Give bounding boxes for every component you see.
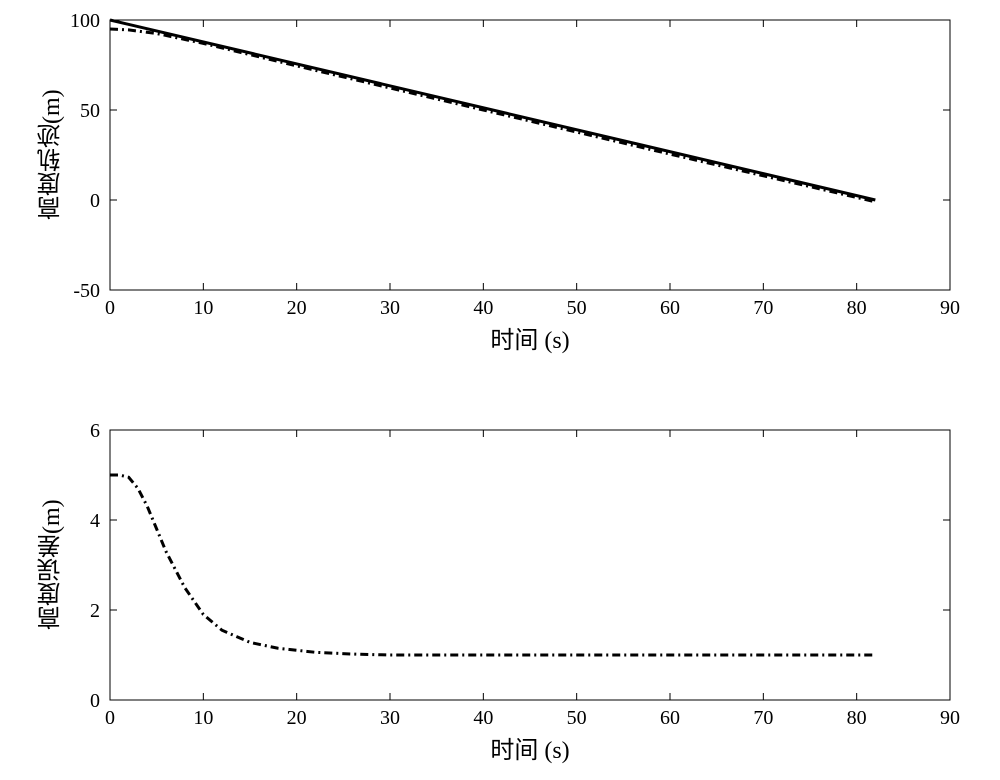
xtick-label: 50 (567, 297, 587, 319)
ytick-label: 6 (90, 420, 100, 442)
xtick-label: 70 (753, 707, 773, 729)
xtick-label: 0 (105, 297, 115, 319)
xtick-label: 80 (847, 707, 867, 729)
ytick-label: 50 (80, 100, 100, 122)
chart-altitude-error: 高度误差(m) 01020304050607080900246 时间 (s) (110, 430, 950, 700)
xtick-label: 70 (753, 297, 773, 319)
series-error-dashdot (110, 475, 875, 655)
ytick-label: 0 (90, 190, 100, 212)
xtick-label: 40 (473, 707, 493, 729)
xtick-label: 40 (473, 297, 493, 319)
xtick-label: 0 (105, 707, 115, 729)
xtick-label: 60 (660, 297, 680, 319)
chart1-xlabel: 时间 (s) (110, 320, 950, 355)
xtick-label: 90 (940, 707, 960, 729)
series-trajectory-dashdot (110, 29, 875, 202)
xtick-label: 50 (567, 707, 587, 729)
xtick-label: 30 (380, 707, 400, 729)
chart2-ylabel: 高度误差(m) (40, 430, 64, 700)
xtick-label: 30 (380, 297, 400, 319)
ytick-label: 100 (70, 10, 100, 32)
page: 高度轨迹(m) 0102030405060708090-50050100 时间 … (0, 0, 1000, 780)
ytick-label: -50 (73, 280, 100, 302)
chart2-plot: 01020304050607080900246 (110, 430, 950, 700)
xtick-label: 90 (940, 297, 960, 319)
ytick-label: 2 (90, 600, 100, 622)
ytick-label: 4 (90, 510, 100, 532)
chart1-plot: 0102030405060708090-50050100 (110, 20, 950, 290)
xtick-label: 10 (193, 297, 213, 319)
xtick-label: 20 (287, 707, 307, 729)
chart1-ylabel: 高度轨迹(m) (40, 20, 64, 290)
chart2-xlabel: 时间 (s) (110, 730, 950, 765)
xtick-label: 80 (847, 297, 867, 319)
xtick-label: 20 (287, 297, 307, 319)
xtick-label: 60 (660, 707, 680, 729)
chart-altitude-trajectory: 高度轨迹(m) 0102030405060708090-50050100 时间 … (110, 20, 950, 290)
series-trajectory-solid (110, 20, 875, 200)
ytick-label: 0 (90, 690, 100, 712)
xtick-label: 10 (193, 707, 213, 729)
